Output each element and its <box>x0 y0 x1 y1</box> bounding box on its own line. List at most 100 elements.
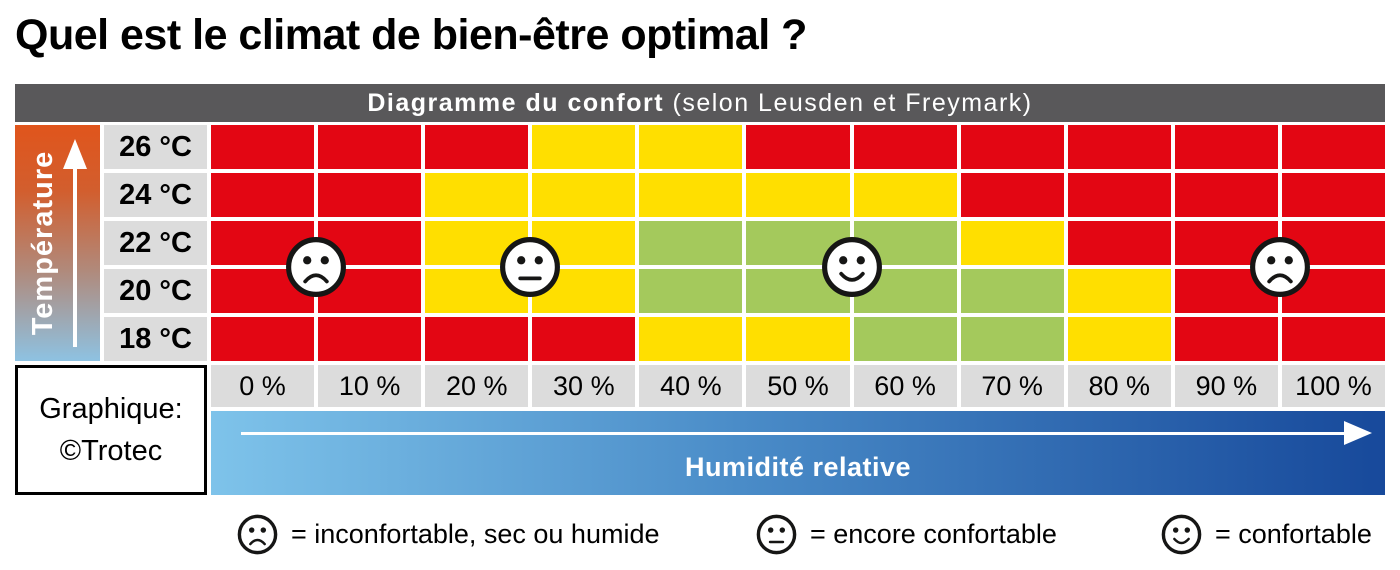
comfort-cell-20°C-80% <box>1067 269 1171 313</box>
legend-item: = encore confortable <box>756 503 1057 565</box>
humidity-axis-label: Humidité relative <box>684 452 912 482</box>
page-title: Quel est le climat de bien-être optimal … <box>15 11 807 59</box>
comfort-cell-20°C-70% <box>960 269 1064 313</box>
comfort-cell-24°C-40% <box>639 173 743 217</box>
comfort-cell-24°C-90% <box>1174 173 1278 217</box>
comfort-cell-20°C-10% <box>318 269 422 313</box>
comfort-cell-20°C-60% <box>853 269 957 313</box>
humidity-tick: 50 % <box>746 365 850 407</box>
comfort-cell-22°C-0% <box>211 221 315 265</box>
happy-face-icon <box>1161 514 1202 555</box>
comfort-cell-18°C-0% <box>211 317 315 361</box>
comfort-cell-26°C-100% <box>1281 125 1385 169</box>
comfort-cell-18°C-60% <box>853 317 957 361</box>
legend-label: = inconfortable, sec ou humide <box>291 518 660 549</box>
temperature-tick: 24 °C <box>104 173 207 217</box>
humidity-tick: 60 % <box>853 365 957 407</box>
legend-item: = inconfortable, sec ou humide <box>237 503 659 565</box>
comfort-cell-18°C-90% <box>1174 317 1278 361</box>
legend: = inconfortable, sec ou humide = encore c… <box>0 503 1400 565</box>
comfort-cell-24°C-80% <box>1067 173 1171 217</box>
comfort-cell-18°C-100% <box>1281 317 1385 361</box>
humidity-tick: 70 % <box>960 365 1064 407</box>
comfort-heatmap-grid <box>211 125 1385 361</box>
legend-label: = encore confortable <box>810 518 1057 549</box>
comfort-cell-22°C-70% <box>960 221 1064 265</box>
credit-box: Graphique: ©Trotec <box>15 365 207 495</box>
humidity-arrow-line <box>241 432 1345 435</box>
comfort-cell-24°C-50% <box>746 173 850 217</box>
comfort-cell-22°C-80% <box>1067 221 1171 265</box>
comfort-cell-26°C-0% <box>211 125 315 169</box>
sad-face-icon <box>237 514 278 555</box>
comfort-cell-26°C-20% <box>425 125 529 169</box>
comfort-cell-22°C-20% <box>425 221 529 265</box>
humidity-arrow-right-icon <box>1344 421 1372 445</box>
chart-header-bar: Diagramme du confort (selon Leusden et F… <box>15 84 1385 122</box>
comfort-cell-26°C-60% <box>853 125 957 169</box>
comfort-cell-20°C-40% <box>639 269 743 313</box>
temperature-tick-labels: 26 °C 24 °C 22 °C 20 °C 18 °C <box>104 125 207 361</box>
comfort-cell-22°C-90% <box>1174 221 1278 265</box>
comfort-cell-22°C-10% <box>318 221 422 265</box>
comfort-cell-18°C-30% <box>532 317 636 361</box>
comfort-cell-22°C-30% <box>532 221 636 265</box>
comfort-cell-26°C-70% <box>960 125 1064 169</box>
temperature-tick: 18 °C <box>104 317 207 361</box>
chart-subtitle: (selon Leusden et Freymark) <box>664 88 1033 117</box>
comfort-cell-18°C-80% <box>1067 317 1171 361</box>
temperature-arrow-line <box>73 167 77 347</box>
temperature-axis-gradient: Température <box>15 125 100 361</box>
humidity-tick: 10 % <box>318 365 422 407</box>
comfort-cell-22°C-50% <box>746 221 850 265</box>
comfort-cell-20°C-90% <box>1174 269 1278 313</box>
comfort-cell-22°C-60% <box>853 221 957 265</box>
temperature-tick: 22 °C <box>104 221 207 265</box>
neutral-face-icon <box>756 514 797 555</box>
comfort-cell-26°C-80% <box>1067 125 1171 169</box>
temperature-tick: 20 °C <box>104 269 207 313</box>
temperature-axis-label: Température <box>27 150 59 336</box>
humidity-tick-labels: 0 % 10 % 20 % 30 % 40 % 50 % 60 % 70 % 80 % 90 % 1… <box>211 365 1385 407</box>
comfort-cell-24°C-0% <box>211 173 315 217</box>
comfort-cell-20°C-20% <box>425 269 529 313</box>
comfort-cell-20°C-30% <box>532 269 636 313</box>
comfort-cell-26°C-90% <box>1174 125 1278 169</box>
comfort-cell-18°C-20% <box>425 317 529 361</box>
credit-line2: ©Trotec <box>59 435 163 467</box>
comfort-cell-24°C-20% <box>425 173 529 217</box>
comfort-cell-18°C-10% <box>318 317 422 361</box>
comfort-cell-26°C-30% <box>532 125 636 169</box>
comfort-cell-20°C-0% <box>211 269 315 313</box>
legend-label: = confortable <box>1215 518 1372 549</box>
humidity-tick: 20 % <box>425 365 529 407</box>
humidity-tick: 30 % <box>532 365 636 407</box>
comfort-cell-24°C-100% <box>1281 173 1385 217</box>
humidity-tick: 90 % <box>1174 365 1278 407</box>
temperature-tick: 26 °C <box>104 125 207 169</box>
comfort-cell-24°C-30% <box>532 173 636 217</box>
comfort-cell-22°C-100% <box>1281 221 1385 265</box>
comfort-cell-24°C-10% <box>318 173 422 217</box>
chart-title: Diagramme du confort <box>367 88 665 117</box>
humidity-tick: 80 % <box>1067 365 1171 407</box>
humidity-axis-bar: Humidité relative <box>211 411 1385 495</box>
comfort-cell-20°C-50% <box>746 269 850 313</box>
comfort-cell-20°C-100% <box>1281 269 1385 313</box>
comfort-cell-24°C-60% <box>853 173 957 217</box>
comfort-cell-26°C-10% <box>318 125 422 169</box>
comfort-cell-24°C-70% <box>960 173 1064 217</box>
legend-item: = confortable <box>1161 503 1372 565</box>
credit-line1: Graphique: <box>39 393 183 425</box>
humidity-tick: 40 % <box>639 365 743 407</box>
comfort-cell-26°C-50% <box>746 125 850 169</box>
humidity-tick: 100 % <box>1281 365 1385 407</box>
comfort-cell-18°C-70% <box>960 317 1064 361</box>
humidity-tick: 0 % <box>211 365 315 407</box>
comfort-cell-26°C-40% <box>639 125 743 169</box>
temperature-arrow-up-icon <box>63 139 87 169</box>
comfort-cell-18°C-50% <box>746 317 850 361</box>
comfort-cell-18°C-40% <box>639 317 743 361</box>
comfort-cell-22°C-40% <box>639 221 743 265</box>
